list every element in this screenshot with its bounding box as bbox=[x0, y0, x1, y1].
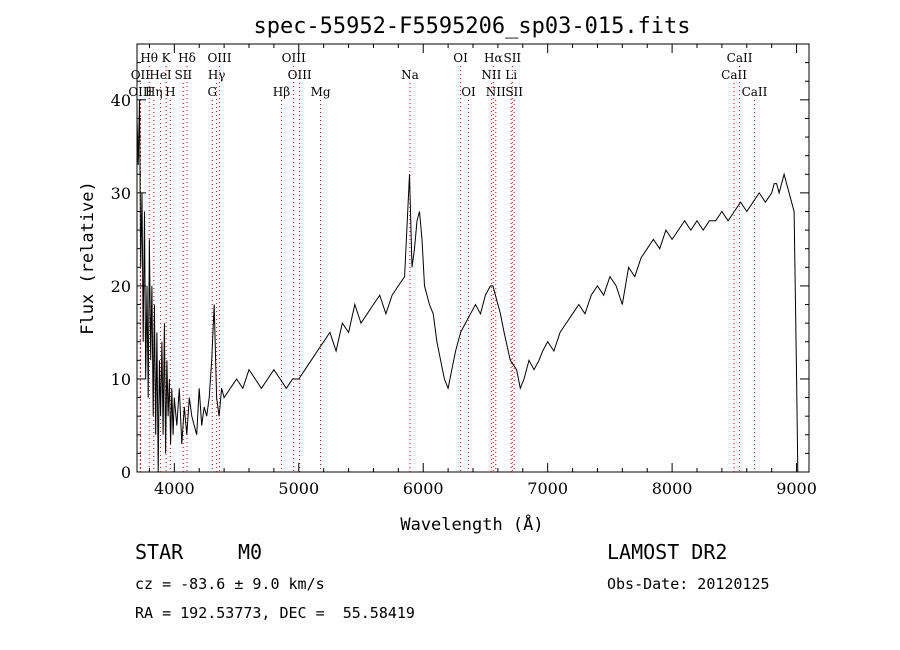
line-marker-label: CaII bbox=[742, 85, 768, 99]
x-tick-label: 9000 bbox=[776, 479, 817, 498]
sky-coordinates: RA = 192.53773, DEC = 55.58419 bbox=[135, 604, 415, 622]
line-marker-label: Hβ bbox=[273, 85, 290, 99]
x-axis-label: Wavelength (Å) bbox=[400, 513, 543, 535]
line-marker-label: Li bbox=[505, 68, 517, 82]
y-tick-label: 40 bbox=[111, 91, 131, 110]
line-marker-label: Hδ bbox=[178, 51, 196, 65]
line-marker-label: Na bbox=[401, 68, 419, 82]
line-marker-label: CaII bbox=[721, 68, 747, 82]
line-marker-label: OII bbox=[131, 68, 151, 82]
object-class: STAR bbox=[135, 540, 184, 564]
line-marker-label: SII bbox=[174, 68, 192, 82]
line-marker-label: Hη bbox=[145, 85, 163, 99]
line-marker-label: SII bbox=[505, 85, 523, 99]
x-tick-label: 6000 bbox=[403, 479, 444, 498]
line-marker-label: OI bbox=[461, 85, 476, 99]
line-marker-label: Hθ bbox=[140, 51, 158, 65]
line-marker-label: Hα bbox=[484, 51, 503, 65]
line-marker-label: OIII bbox=[128, 85, 152, 99]
axis-ticks: 4000 5000 6000 7000 8000 9000 0 10 20 30 40 bbox=[111, 44, 817, 498]
y-tick-label: 20 bbox=[111, 277, 131, 296]
line-marker-label: OI bbox=[453, 51, 468, 65]
line-marker-label: G bbox=[207, 85, 217, 99]
line-marker-label: Hγ bbox=[208, 68, 226, 82]
redshift-cz: cz = -83.6 ± 9.0 km/s bbox=[135, 575, 325, 593]
line-marker-label: OIII bbox=[288, 68, 312, 82]
plot-frame bbox=[136, 43, 810, 473]
object-subclass: M0 bbox=[238, 540, 263, 564]
line-marker-label: OIII bbox=[282, 51, 306, 65]
line-marker-label: K bbox=[162, 51, 172, 65]
line-marker-label: H bbox=[165, 85, 175, 99]
line-marker-label: NII bbox=[481, 68, 501, 82]
chart-title: spec-55952-F5595206_sp03-015.fits bbox=[253, 14, 690, 39]
line-marker-label: NII bbox=[486, 85, 506, 99]
y-tick-label: 10 bbox=[111, 370, 131, 389]
line-marker-label: CaII bbox=[727, 51, 753, 65]
x-tick-label: 8000 bbox=[652, 479, 693, 498]
survey-name: LAMOST DR2 bbox=[607, 540, 728, 564]
x-tick-label: 5000 bbox=[278, 479, 319, 498]
observation-date: Obs-Date: 20120125 bbox=[607, 575, 770, 593]
line-marker-label: Mg bbox=[311, 85, 331, 99]
line-marker-label: OIII bbox=[207, 51, 231, 65]
line-marker-label: SII bbox=[503, 51, 521, 65]
line-marker-label: HeI bbox=[149, 68, 172, 82]
y-axis-label: Flux (relative) bbox=[78, 181, 98, 335]
x-tick-label: 4000 bbox=[154, 479, 195, 498]
spectrum-series-line bbox=[136, 99, 799, 473]
y-tick-label: 0 bbox=[121, 463, 131, 482]
x-tick-label: 7000 bbox=[527, 479, 568, 498]
y-tick-label: 30 bbox=[111, 184, 131, 203]
